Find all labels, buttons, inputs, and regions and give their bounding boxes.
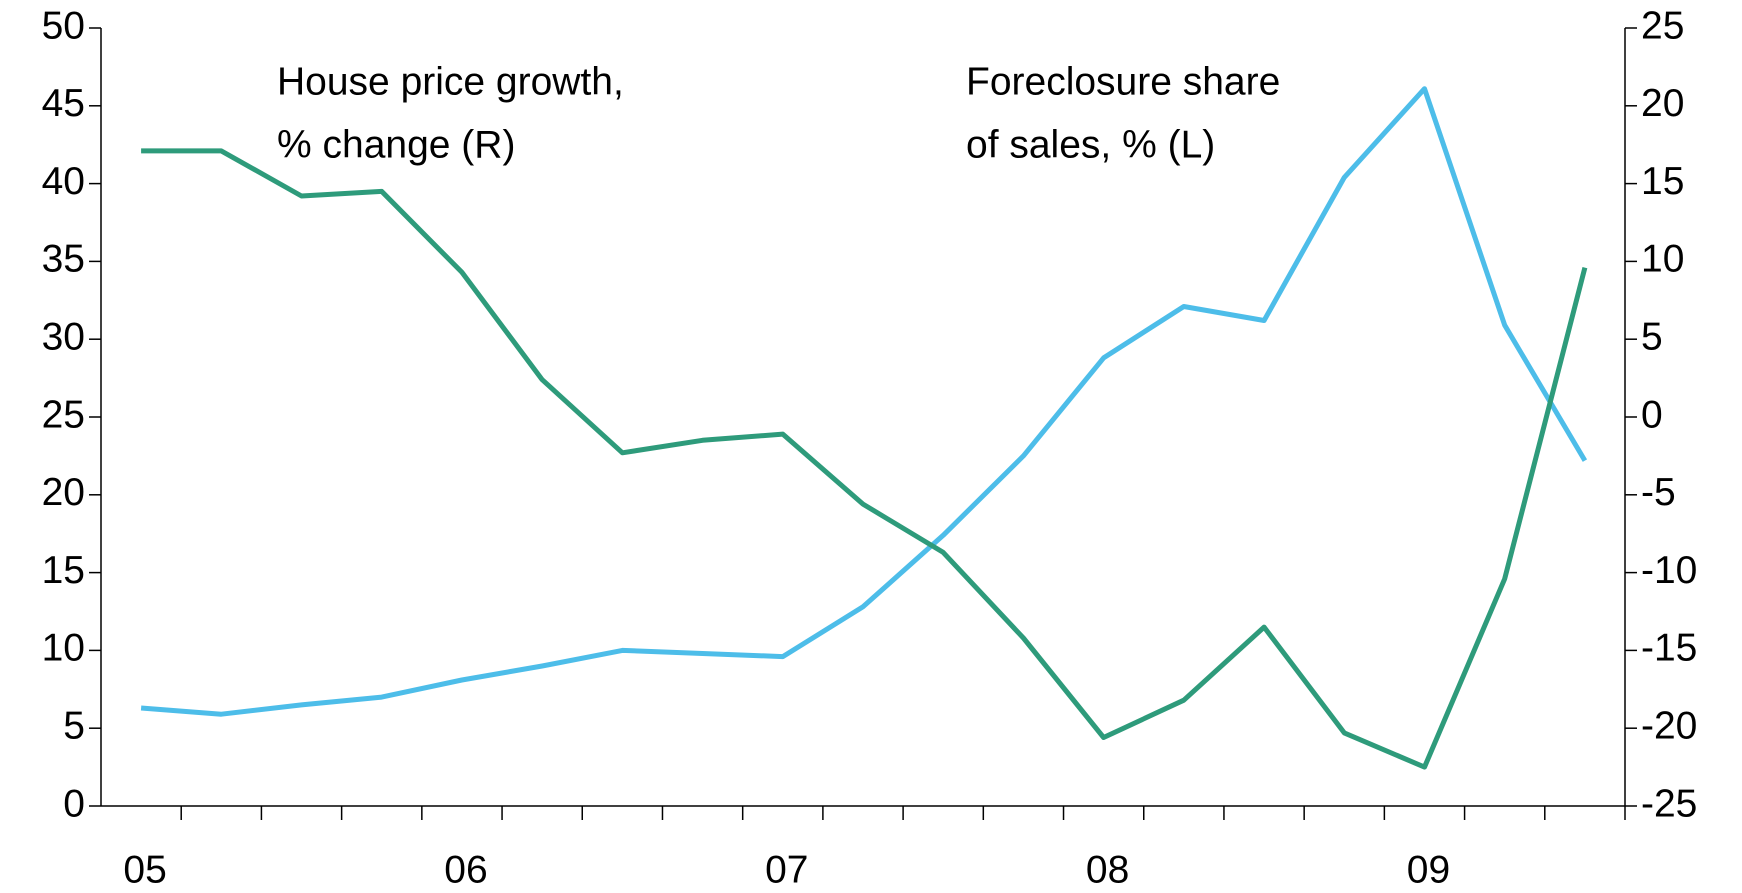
x-tick-label: 06 <box>444 848 487 891</box>
y2-tick-label: -10 <box>1641 549 1697 592</box>
x-tick-label: 05 <box>123 848 166 891</box>
y-tick-label: 35 <box>42 238 85 281</box>
y-tick-label: 0 <box>63 782 85 825</box>
annotation: of sales, % (L) <box>966 123 1215 166</box>
y-tick-label: 45 <box>42 82 85 125</box>
y2-tick-label: 20 <box>1641 82 1684 125</box>
y2-tick-label: 15 <box>1641 160 1684 203</box>
y-tick-label: 5 <box>63 704 85 747</box>
x-tick-label: 09 <box>1407 848 1450 891</box>
y-tick-label: 10 <box>42 627 85 670</box>
y2-tick-label: 0 <box>1641 393 1663 436</box>
y-tick-label: 15 <box>42 549 85 592</box>
series-line <box>141 148 1588 770</box>
annotation: House price growth, <box>277 60 624 103</box>
annotation: % change (R) <box>277 123 515 166</box>
x-tick-label: 07 <box>765 848 808 891</box>
y-tick-label: 50 <box>42 4 85 47</box>
y-tick-label: 40 <box>42 160 85 203</box>
y2-tick-label: -15 <box>1641 627 1697 670</box>
x-tick-label: 08 <box>1086 848 1129 891</box>
y2-tick-label: 5 <box>1641 315 1663 358</box>
y2-tick-label: -25 <box>1641 782 1697 825</box>
series-line <box>140 86 1588 717</box>
annotation: Foreclosure share <box>966 60 1280 103</box>
y2-tick-label: 10 <box>1641 238 1684 281</box>
y2-tick-label: -5 <box>1641 471 1676 514</box>
y-tick-label: 25 <box>42 393 85 436</box>
y-tick-label: 30 <box>42 315 85 358</box>
y2-tick-label: -20 <box>1641 704 1697 747</box>
y-tick-label: 20 <box>42 471 85 514</box>
y2-tick-label: 25 <box>1641 4 1684 47</box>
